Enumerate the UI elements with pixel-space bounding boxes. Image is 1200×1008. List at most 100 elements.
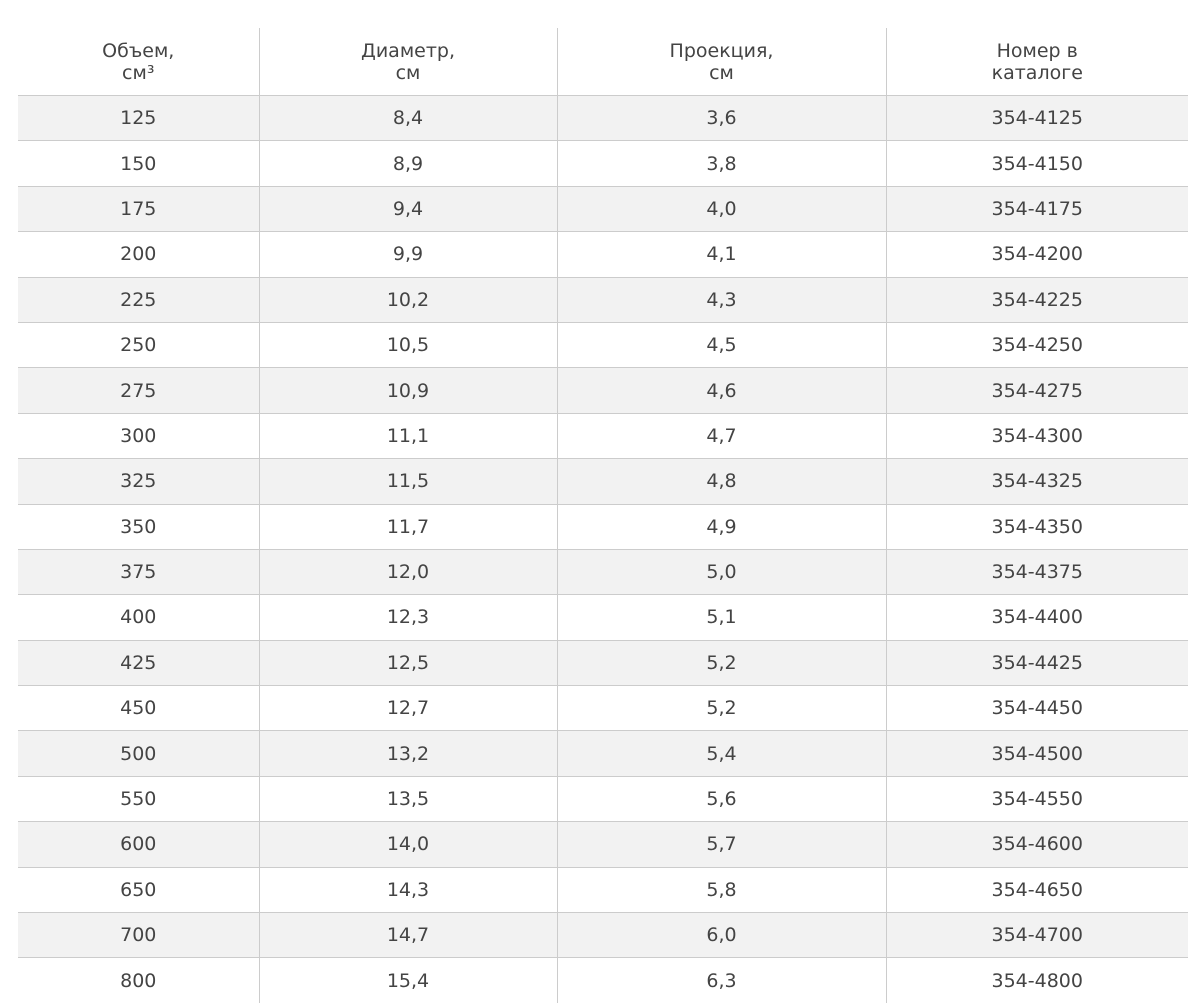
table-row: 350 11,7 4,9 354-4350 bbox=[18, 504, 1188, 550]
table-row: 375 12,0 5,0 354-4375 bbox=[18, 549, 1188, 596]
table-cell: 5,6 bbox=[556, 776, 886, 823]
table-row: 125 8,4 3,6 354-4125 bbox=[18, 95, 1188, 142]
table-cell: 650 bbox=[18, 867, 259, 914]
table-cell: 14,7 bbox=[258, 912, 557, 959]
table-cell: 5,7 bbox=[556, 821, 886, 868]
table-row: 800 15,4 6,3 354-4800 bbox=[18, 957, 1188, 1003]
table-cell: 6,0 bbox=[556, 912, 886, 959]
table-cell: 3,8 bbox=[556, 140, 886, 187]
table-cell: 250 bbox=[18, 322, 259, 369]
table-cell: 4,3 bbox=[556, 277, 886, 323]
table-cell: 14,3 bbox=[258, 867, 557, 914]
header-line: см³ bbox=[122, 61, 155, 84]
table-cell: 300 bbox=[18, 413, 259, 460]
table-cell: 354-4275 bbox=[885, 367, 1188, 414]
header-line: Объем, bbox=[102, 39, 175, 62]
table-cell: 500 bbox=[18, 730, 259, 777]
table-cell: 5,1 bbox=[556, 594, 886, 641]
table-cell: 3,6 bbox=[556, 95, 886, 142]
table-cell: 600 bbox=[18, 821, 259, 868]
table-cell: 425 bbox=[18, 640, 259, 687]
table-cell: 175 bbox=[18, 186, 259, 233]
table-cell: 225 bbox=[18, 277, 259, 323]
table-cell: 354-4150 bbox=[885, 140, 1188, 187]
table-cell: 354-4500 bbox=[885, 730, 1188, 777]
table-cell: 125 bbox=[18, 95, 259, 142]
header-line: см bbox=[709, 61, 734, 84]
table-body: 125 8,4 3,6 354-4125 150 8,9 3,8 354-4150 175 9,4… bbox=[18, 95, 1188, 1003]
table-row: 250 10,5 4,5 354-4250 bbox=[18, 322, 1188, 369]
table-row: 425 12,5 5,2 354-4425 bbox=[18, 640, 1188, 687]
table-row: 175 9,4 4,0 354-4175 bbox=[18, 186, 1188, 233]
table-cell: 354-4600 bbox=[885, 821, 1188, 868]
table-cell: 12,5 bbox=[258, 640, 557, 687]
table-cell: 13,5 bbox=[258, 776, 557, 823]
table-row: 650 14,3 5,8 354-4650 bbox=[18, 867, 1188, 914]
table-row: 225 10,2 4,3 354-4225 bbox=[18, 277, 1188, 323]
table-cell: 354-4400 bbox=[885, 594, 1188, 641]
table-cell: 354-4300 bbox=[885, 413, 1188, 460]
table-row: 500 13,2 5,4 354-4500 bbox=[18, 730, 1188, 777]
table-cell: 354-4800 bbox=[885, 957, 1188, 1003]
header-row: Объем, см³ Диаметр, см Проекция, см Номер в кат… bbox=[18, 28, 1188, 96]
table-cell: 4,6 bbox=[556, 367, 886, 414]
table-row: 450 12,7 5,2 354-4450 bbox=[18, 685, 1188, 732]
table-cell: 5,0 bbox=[556, 549, 886, 596]
table-cell: 10,5 bbox=[258, 322, 557, 369]
table-cell: 6,3 bbox=[556, 957, 886, 1003]
table-cell: 354-4125 bbox=[885, 95, 1188, 142]
table-cell: 5,2 bbox=[556, 640, 886, 687]
table-row: 325 11,5 4,8 354-4325 bbox=[18, 458, 1188, 505]
header-cell: Номер в каталоге bbox=[885, 28, 1188, 96]
table-row: 700 14,7 6,0 354-4700 bbox=[18, 912, 1188, 959]
table-cell: 275 bbox=[18, 367, 259, 414]
header-cell: Диаметр, см bbox=[258, 28, 557, 96]
table-row: 150 8,9 3,8 354-4150 bbox=[18, 140, 1188, 187]
table-cell: 11,7 bbox=[258, 504, 557, 550]
header-cell: Объем, см³ bbox=[18, 28, 259, 96]
table-cell: 200 bbox=[18, 231, 259, 278]
table-cell: 15,4 bbox=[258, 957, 557, 1003]
table-row: 400 12,3 5,1 354-4400 bbox=[18, 594, 1188, 641]
table-cell: 12,3 bbox=[258, 594, 557, 641]
table-cell: 354-4325 bbox=[885, 458, 1188, 505]
table-cell: 354-4700 bbox=[885, 912, 1188, 959]
table-cell: 12,0 bbox=[258, 549, 557, 596]
table-cell: 150 bbox=[18, 140, 259, 187]
table-cell: 14,0 bbox=[258, 821, 557, 868]
data-table: Объем, см³ Диаметр, см Проекция, см Номер в кат… bbox=[18, 28, 1188, 1003]
table-cell: 4,7 bbox=[556, 413, 886, 460]
table-cell: 5,4 bbox=[556, 730, 886, 777]
table-cell: 375 bbox=[18, 549, 259, 596]
table-cell: 354-4200 bbox=[885, 231, 1188, 278]
header-line: Номер в bbox=[996, 39, 1078, 62]
table-cell: 350 bbox=[18, 504, 259, 550]
table-head: Объем, см³ Диаметр, см Проекция, см Номер в кат… bbox=[18, 28, 1188, 96]
table-row: 300 11,1 4,7 354-4300 bbox=[18, 413, 1188, 460]
table-cell: 5,8 bbox=[556, 867, 886, 914]
table-cell: 354-4225 bbox=[885, 277, 1188, 323]
table-cell: 5,2 bbox=[556, 685, 886, 732]
table-cell: 4,5 bbox=[556, 322, 886, 369]
table-cell: 9,9 bbox=[258, 231, 557, 278]
table-cell: 11,5 bbox=[258, 458, 557, 505]
table-cell: 10,2 bbox=[258, 277, 557, 323]
table-cell: 8,9 bbox=[258, 140, 557, 187]
table-cell: 4,0 bbox=[556, 186, 886, 233]
table-row: 200 9,9 4,1 354-4200 bbox=[18, 231, 1188, 278]
table-cell: 354-4450 bbox=[885, 685, 1188, 732]
table-row: 275 10,9 4,6 354-4275 bbox=[18, 367, 1188, 414]
table-cell: 450 bbox=[18, 685, 259, 732]
table-cell: 354-4550 bbox=[885, 776, 1188, 823]
table-cell: 10,9 bbox=[258, 367, 557, 414]
table-cell: 354-4650 bbox=[885, 867, 1188, 914]
table-cell: 354-4350 bbox=[885, 504, 1188, 550]
table-row: 550 13,5 5,6 354-4550 bbox=[18, 776, 1188, 823]
table-cell: 4,1 bbox=[556, 231, 886, 278]
table-cell: 8,4 bbox=[258, 95, 557, 142]
header-line: Проекция, bbox=[669, 39, 774, 62]
table-cell: 354-4250 bbox=[885, 322, 1188, 369]
table-cell: 13,2 bbox=[258, 730, 557, 777]
table-cell: 700 bbox=[18, 912, 259, 959]
